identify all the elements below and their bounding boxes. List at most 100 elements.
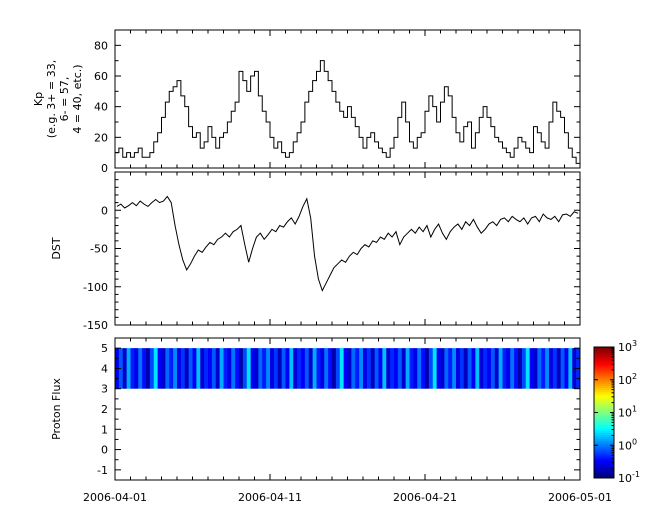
proton-band-column xyxy=(490,348,496,389)
proton-band-column xyxy=(529,348,534,389)
proton-band-column xyxy=(254,348,259,389)
proton-band-column xyxy=(479,348,484,389)
proton-band-column xyxy=(161,348,166,389)
proton-band-column xyxy=(246,348,252,389)
proton-band-column xyxy=(366,348,372,389)
colorbar-gradient-step xyxy=(594,459,614,463)
y-tick-label: 1 xyxy=(101,423,108,436)
proton-band-column xyxy=(541,348,546,389)
proton-band-column xyxy=(184,348,190,389)
colorbar-gradient-step xyxy=(594,355,614,358)
proton-band-column xyxy=(266,348,271,389)
proton-band-column xyxy=(475,348,480,389)
y-tick-label: -50 xyxy=(90,243,108,256)
colorbar-gradient-step xyxy=(594,426,614,430)
colorbar-gradient-step xyxy=(594,394,614,397)
proton-band-column xyxy=(386,348,391,389)
proton-band-column xyxy=(409,348,414,389)
colorbar-gradient-step xyxy=(594,428,614,432)
colorbar-gradient-step xyxy=(594,453,614,456)
colorbar-gradient-step xyxy=(594,430,614,434)
y-axis-label: Proton Flux xyxy=(50,378,63,440)
proton-band-column xyxy=(502,348,507,389)
proton-band-column xyxy=(452,348,457,389)
proton-band-column xyxy=(316,348,321,389)
proton-band-column xyxy=(487,348,492,389)
proton-band-column xyxy=(277,348,283,389)
colorbar-gradient-step xyxy=(594,445,614,448)
proton-band-column xyxy=(390,348,395,389)
proton-band-column xyxy=(273,348,279,389)
proton-band-column xyxy=(227,348,232,389)
colorbar-gradient-step xyxy=(594,422,614,426)
proton-band-column xyxy=(262,348,267,389)
proton-band-column xyxy=(169,348,174,389)
proton_flux-panel: -1 0 1 2 3 4 5 Proton Flux xyxy=(50,337,581,481)
proton-band-column xyxy=(324,348,329,389)
colorbar-gradient-step xyxy=(594,387,614,391)
proton-band-column xyxy=(242,348,248,389)
proton-band-column xyxy=(304,348,310,389)
dst-line-series xyxy=(116,195,579,292)
colorbar-gradient-step xyxy=(594,410,614,413)
proton-band-column xyxy=(463,348,469,389)
colorbar-gradient-step xyxy=(594,381,614,385)
kp-panel: 0 20 40 60 80 Kp(e.g. 3+ = 33,6- = 57,4 = 40,… xyxy=(32,29,581,175)
proton-band-column xyxy=(432,348,438,389)
proton-band-column xyxy=(293,348,298,389)
colorbar-gradient-step xyxy=(594,371,614,375)
proton-band-column xyxy=(173,348,178,389)
proton-band-column xyxy=(138,348,143,389)
proton-band-column xyxy=(533,348,538,389)
y-axis-label: Kp(e.g. 3+ = 33,6- = 57,4 = 40, etc.) xyxy=(32,60,84,138)
colorbar-gradient-step xyxy=(594,361,614,364)
colorbar-gradient-step xyxy=(594,463,614,467)
colorbar-gradient-step xyxy=(594,449,614,452)
colorbar-gradient-step xyxy=(594,400,614,403)
proton-band-column xyxy=(498,348,503,389)
colorbar-gradient-step xyxy=(594,432,614,436)
colorbar-gradient-step xyxy=(594,447,614,450)
colorbar-gradient-step xyxy=(594,375,614,379)
proton-band-column xyxy=(552,348,558,389)
colorbar-gradient-step xyxy=(594,435,614,438)
proton-band-column xyxy=(483,348,488,389)
y-tick-label: 2 xyxy=(101,403,108,416)
proton-band-column xyxy=(545,348,550,389)
x-tick-label: 2006-04-11 xyxy=(238,491,302,504)
proton-band-column xyxy=(525,348,531,389)
colorbar-gradient-step xyxy=(594,367,614,371)
colorbar-gradient-step xyxy=(594,357,614,360)
colorbar-gradient-step xyxy=(594,373,614,377)
colorbar-gradient-step xyxy=(594,363,614,366)
x-tick-label: 2006-04-01 xyxy=(83,491,147,504)
y-tick-label: 5 xyxy=(101,342,108,355)
y-axis-label: DST xyxy=(50,237,63,259)
proton-band-column xyxy=(118,348,124,389)
proton-band-column xyxy=(192,348,197,389)
colorbar-gradient-step xyxy=(594,398,614,401)
y-tick-label: 0 xyxy=(101,162,108,175)
proton-band-column xyxy=(153,348,159,389)
proton-band-column xyxy=(347,348,352,389)
proton-band-column xyxy=(258,348,263,389)
y-tick-label: 60 xyxy=(94,70,108,83)
proton-band-column xyxy=(359,348,364,389)
proton-band-column xyxy=(235,348,240,389)
colorbar-gradient-step xyxy=(594,467,614,471)
proton-band-column xyxy=(239,348,244,389)
colorbar-gradient-step xyxy=(594,471,614,475)
colorbar-gradient-step xyxy=(594,377,614,381)
proton-band-column xyxy=(157,348,162,389)
proton-band-column xyxy=(126,348,131,389)
y-tick-label: -100 xyxy=(83,281,108,294)
proton-band-column xyxy=(521,348,527,389)
colorbar-gradient-step xyxy=(594,412,614,416)
colorbar-gradient-step xyxy=(594,457,614,461)
proton-band-column xyxy=(355,348,360,389)
y-tick-label: -1 xyxy=(97,464,108,477)
proton-band-column xyxy=(320,348,325,389)
colorbar-gradient-step xyxy=(594,416,614,420)
proton-band-column xyxy=(208,348,213,389)
proton-band-column xyxy=(421,348,426,389)
